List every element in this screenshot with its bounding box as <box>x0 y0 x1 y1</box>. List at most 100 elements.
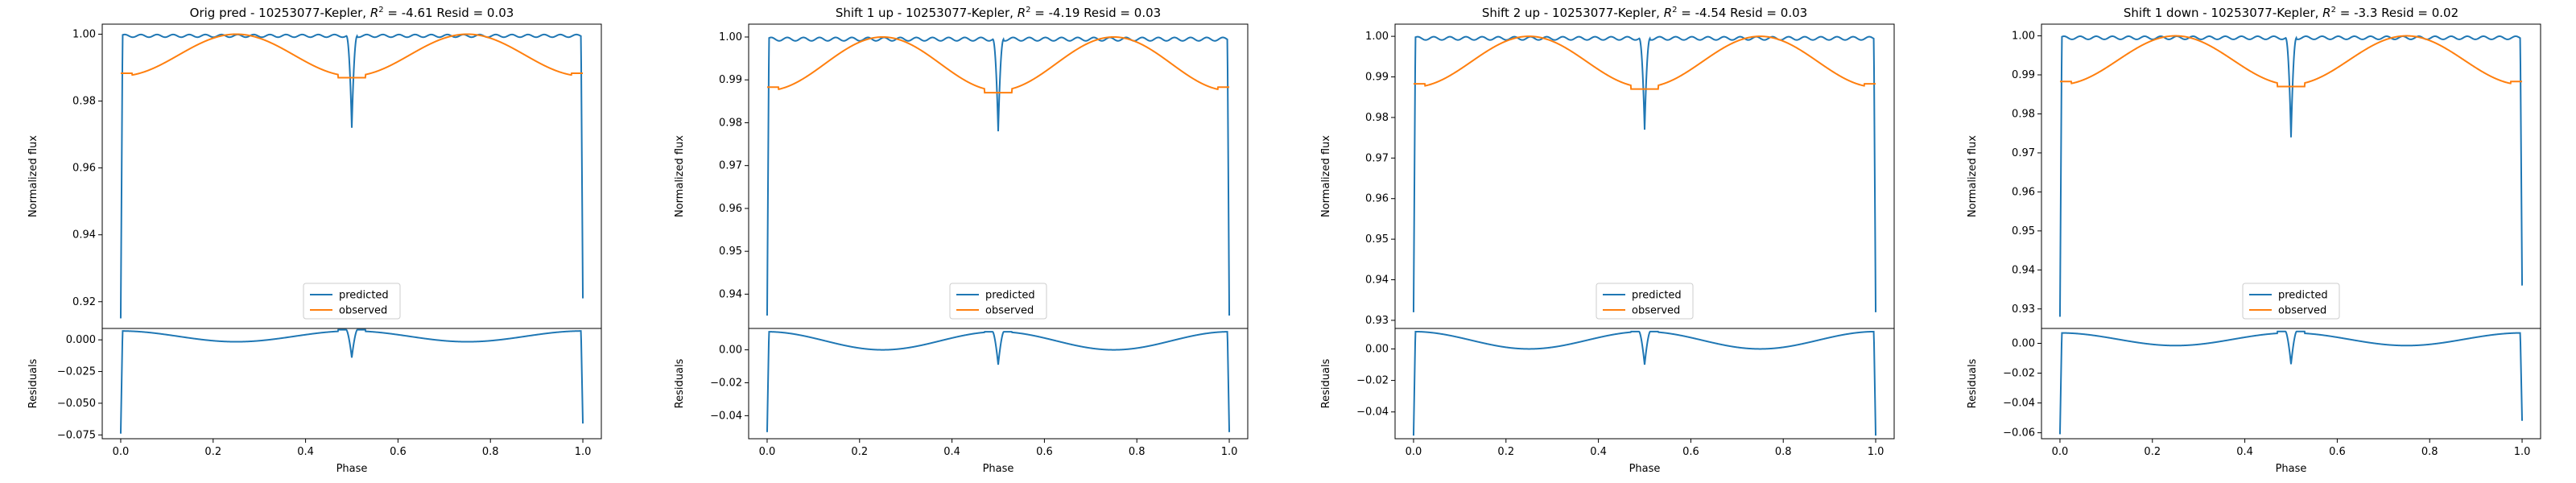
flux-ytick-label: 0.98 <box>2012 108 2035 120</box>
flux-ytick-label: 0.94 <box>1365 275 1389 287</box>
flux-ylabel: Normalized flux <box>674 135 686 217</box>
legend-label-observed: observed <box>339 305 387 317</box>
residual-line <box>2058 330 2524 435</box>
flux-ytick-label: 0.97 <box>2012 147 2035 159</box>
series-line-predicted <box>766 36 1231 316</box>
legend: predicted observed <box>1596 283 1694 320</box>
subplot-1: Orig pred - 10253077-Kepler, R2 = -4.61 … <box>27 6 602 475</box>
phase-xtick-label: 0.4 <box>2236 446 2253 458</box>
residual-ytick-label: −0.04 <box>2003 398 2035 410</box>
phase-xtick-label: 0.8 <box>1775 446 1792 458</box>
residual-ytick-label: −0.02 <box>710 377 742 389</box>
phase-xtick-label: 0.2 <box>1497 446 1514 458</box>
phase-xtick-label: 0.8 <box>1129 446 1146 458</box>
phase-xtick-label: 0.2 <box>204 446 221 458</box>
phase-xtick-label: 0.6 <box>1036 446 1053 458</box>
legend-label-observed: observed <box>1632 305 1680 317</box>
residual-ytick-label: −0.06 <box>2003 427 2035 440</box>
flux-ytick-label: 0.96 <box>2012 186 2035 198</box>
residual-ytick-label: 0.00 <box>2012 338 2035 350</box>
series-line-predicted <box>119 33 584 319</box>
legend-label-observed: observed <box>2278 305 2326 317</box>
phase-xlabel: Phase <box>2276 463 2307 475</box>
residual-ytick-label: −0.025 <box>57 366 96 378</box>
phase-xtick-label: 0.0 <box>759 446 776 458</box>
flux-axes-frame <box>101 23 602 329</box>
residual-ytick-label: −0.050 <box>57 398 96 410</box>
flux-axes-frame <box>2041 23 2541 329</box>
phase-xtick-label: 0.4 <box>1590 446 1607 458</box>
flux-ylabel: Normalized flux <box>1320 135 1332 217</box>
residual-ytick-label: −0.04 <box>710 410 742 422</box>
residual-ytick-label: 0.000 <box>66 334 96 346</box>
phase-xtick-label: 1.0 <box>1221 446 1238 458</box>
phase-xtick-label: 0.6 <box>390 446 407 458</box>
phase-xtick-label: 0.8 <box>482 446 499 458</box>
flux-ytick-label: 0.95 <box>719 246 742 258</box>
phase-xtick-label: 0.0 <box>1406 446 1422 458</box>
flux-ytick-label: 0.96 <box>719 203 742 215</box>
flux-axes-frame <box>1394 23 1895 329</box>
series-line-observed <box>2059 35 2523 88</box>
phase-xtick-label: 1.0 <box>575 446 592 458</box>
residual-ylabel: Residuals <box>27 358 39 408</box>
flux-ytick-label: 0.98 <box>719 117 742 129</box>
flux-ytick-label: 1.00 <box>719 31 742 43</box>
flux-ytick-label: 0.96 <box>1365 193 1389 205</box>
residual-ytick-label: −0.04 <box>1356 407 1389 419</box>
phase-xtick-label: 0.0 <box>113 446 130 458</box>
flux-ytick-label: 1.00 <box>2012 31 2035 43</box>
flux-ytick-label: 0.93 <box>2012 303 2035 316</box>
phase-xtick-label: 1.0 <box>1868 446 1885 458</box>
residual-ylabel: Residuals <box>1320 358 1332 408</box>
phase-xtick-label: 0.6 <box>2329 446 2346 458</box>
series-line-predicted <box>1412 35 1877 312</box>
phase-xtick-label: 0.4 <box>943 446 960 458</box>
flux-ytick-label: 0.94 <box>2012 264 2035 276</box>
residual-line <box>766 331 1231 432</box>
flux-ytick-label: 0.93 <box>1365 315 1389 327</box>
residual-ytick-label: −0.075 <box>57 429 96 441</box>
subplot-3: Shift 2 up - 10253077-Kepler, R2 = -4.54… <box>1320 6 1895 475</box>
subplot-4: Shift 1 down - 10253077-Kepler, R2 = -3.… <box>1967 6 2541 475</box>
residual-axes-frame <box>748 328 1249 440</box>
flux-ytick-label: 1.00 <box>1365 31 1389 43</box>
residual-ytick-label: −0.02 <box>1356 375 1389 387</box>
flux-ytick-label: 0.98 <box>1365 112 1389 124</box>
flux-ytick-label: 0.95 <box>2012 225 2035 237</box>
legend-label-predicted: predicted <box>339 290 389 302</box>
chart-title: Shift 2 up - 10253077-Kepler, R2 = -4.54… <box>1482 6 1807 20</box>
flux-ytick-label: 0.94 <box>72 229 96 242</box>
phase-xtick-label: 0.6 <box>1682 446 1699 458</box>
residual-axes-frame <box>1394 328 1895 440</box>
flux-ytick-label: 0.94 <box>719 288 742 300</box>
residual-ytick-label: 0.00 <box>1365 343 1389 355</box>
phase-xlabel: Phase <box>336 463 368 475</box>
flux-ytick-label: 0.99 <box>2012 69 2035 81</box>
flux-ytick-label: 0.97 <box>1365 152 1389 164</box>
phase-xtick-label: 0.0 <box>2052 446 2069 458</box>
legend: predicted observed <box>2242 283 2340 320</box>
phase-xtick-label: 0.4 <box>297 446 314 458</box>
phase-xtick-label: 1.0 <box>2514 446 2531 458</box>
flux-ytick-label: 0.92 <box>72 296 96 308</box>
chart-title: Shift 1 up - 10253077-Kepler, R2 = -4.19… <box>836 6 1161 20</box>
flux-ylabel: Normalized flux <box>1967 135 1979 217</box>
residual-axes-frame <box>101 328 602 440</box>
phase-xtick-label: 0.2 <box>851 446 868 458</box>
phase-xlabel: Phase <box>1629 463 1661 475</box>
phase-xtick-label: 0.8 <box>2421 446 2438 458</box>
residual-ylabel: Residuals <box>674 358 686 408</box>
flux-ytick-label: 0.99 <box>1365 72 1389 84</box>
flux-ytick-label: 1.00 <box>72 28 96 40</box>
legend: predicted observed <box>949 283 1047 320</box>
subplot-2: Shift 1 up - 10253077-Kepler, R2 = -4.19… <box>674 6 1249 475</box>
flux-ytick-label: 0.99 <box>719 74 742 86</box>
phase-xtick-label: 0.2 <box>2144 446 2161 458</box>
residual-line <box>1412 330 1877 436</box>
chart-title: Shift 1 down - 10253077-Kepler, R2 = -3.… <box>2124 6 2458 20</box>
flux-ytick-label: 0.95 <box>1365 233 1389 246</box>
residual-line <box>119 328 584 434</box>
flux-axes-frame <box>748 23 1249 329</box>
